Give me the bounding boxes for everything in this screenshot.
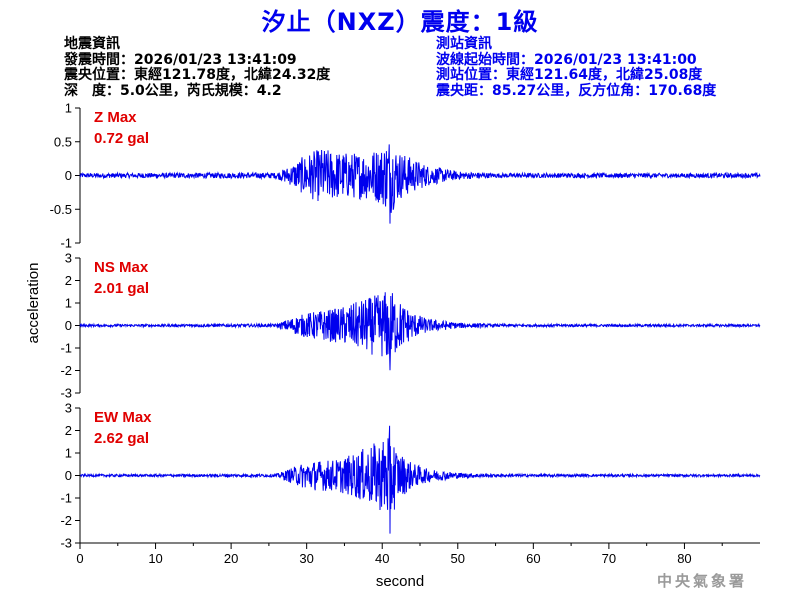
x-tick-label: 70 (602, 551, 616, 566)
y-tick-label: 2 (65, 423, 72, 438)
agency-watermark: 中央氣象署 (656, 572, 747, 590)
x-tick-label: 80 (677, 551, 691, 566)
y-tick-label: 0 (65, 468, 72, 483)
y-tick-label: 1 (65, 101, 72, 116)
y-tick-label: -3 (60, 536, 72, 551)
trace-ns (79, 292, 761, 371)
quake-epicenter: 震央位置：東經121.78度，北緯24.32度 (64, 67, 331, 83)
y-tick-label: -0.5 (50, 202, 72, 217)
trace-z (79, 144, 761, 224)
y-tick-label: -2 (60, 513, 72, 528)
max-name-z: Z Max (94, 109, 137, 126)
x-tick-label: 0 (76, 551, 83, 566)
y-tick-label: 0 (65, 168, 72, 183)
y-tick-label: 3 (65, 251, 72, 266)
y-tick-label: 0.5 (54, 134, 72, 149)
quake-info-block: 地震資訊 發震時間：2026/01/23 13:41:09 震央位置：東經121… (64, 36, 331, 99)
quake-depth-magnitude: 深 度：5.0公里，芮氏規模：4.2 (64, 82, 282, 99)
max-value-ew: 2.62 gal (94, 430, 149, 447)
x-tick-label: 30 (299, 551, 313, 566)
station-location: 測站位置：東經121.64度，北緯25.08度 (436, 67, 703, 83)
y-tick-label: 1 (65, 296, 72, 311)
x-tick-label: 40 (375, 551, 389, 566)
y-tick-label: -1 (60, 491, 72, 506)
station-wave-start: 波線起始時間：2026/01/23 13:41:00 (436, 51, 697, 68)
y-axis-label: acceleration (25, 263, 42, 344)
chart-title: 汐止（NXZ）震度：1級 (261, 8, 539, 36)
y-tick-label: -2 (60, 363, 72, 378)
x-tick-label: 50 (451, 551, 465, 566)
x-tick-label: 20 (224, 551, 238, 566)
trace-ew (80, 425, 761, 534)
max-value-ns: 2.01 gal (94, 280, 149, 297)
x-axis-label: second (376, 573, 424, 590)
y-tick-label: -1 (60, 236, 72, 251)
quake-info-heading: 地震資訊 (64, 36, 120, 52)
x-tick-label: 10 (148, 551, 162, 566)
y-tick-label: 3 (65, 401, 72, 416)
max-value-z: 0.72 gal (94, 130, 149, 147)
station-distance: 震央距：85.27公里，反方位角：170.68度 (436, 82, 717, 99)
quake-time: 發震時間：2026/01/23 13:41:09 (64, 51, 297, 68)
station-info-heading: 測站資訊 (436, 36, 492, 52)
y-tick-label: 2 (65, 273, 72, 288)
max-name-ew: EW Max (94, 409, 152, 426)
y-tick-label: 1 (65, 446, 72, 461)
x-tick-label: 60 (526, 551, 540, 566)
y-tick-label: 0 (65, 318, 72, 333)
y-tick-label: -1 (60, 341, 72, 356)
station-info-block: 測站資訊 波線起始時間：2026/01/23 13:41:00 測站位置：東經1… (436, 36, 717, 99)
y-tick-label: -3 (60, 386, 72, 401)
max-name-ns: NS Max (94, 259, 149, 276)
